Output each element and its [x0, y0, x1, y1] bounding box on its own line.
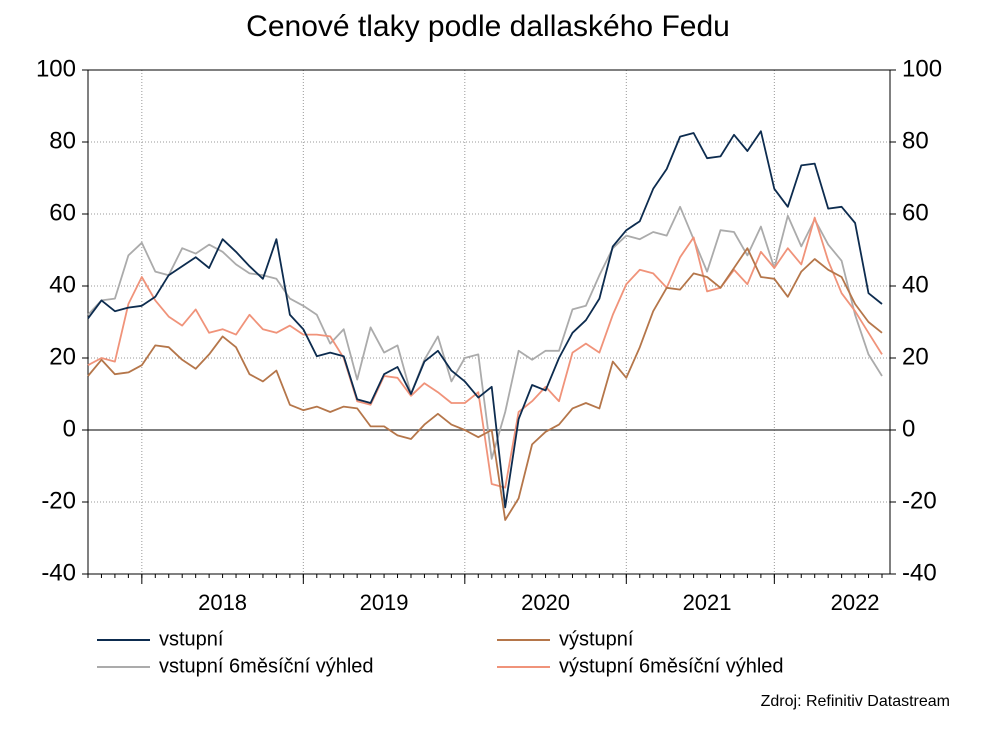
series-line	[87, 130, 883, 509]
plot-frame	[87, 69, 891, 575]
x-tick-label: 2022	[831, 590, 880, 615]
x-tick-label: 2018	[198, 590, 247, 615]
legend-label: vstupní	[159, 628, 224, 650]
series-line	[87, 205, 883, 460]
y2-tick-label: -20	[902, 487, 937, 514]
y-tick-label: 80	[49, 127, 76, 154]
y2-tick-label: 40	[902, 271, 929, 298]
legend-label: výstupní	[559, 628, 634, 650]
x-tick-label: 2020	[521, 590, 570, 615]
chart-title: Cenové tlaky podle dallaského Fedu	[246, 10, 730, 43]
y2-tick-label: 20	[902, 343, 929, 370]
y2-tick-label: 100	[902, 55, 942, 82]
y-tick-label: 60	[49, 199, 76, 226]
series-line	[87, 216, 883, 489]
y-tick-label: 0	[63, 415, 76, 442]
series-line	[87, 247, 883, 521]
y-tick-label: 20	[49, 343, 76, 370]
y2-tick-label: 60	[902, 199, 929, 226]
y2-tick-label: 80	[902, 127, 929, 154]
legend-label: vstupní 6měsíční výhled	[159, 655, 374, 677]
y-tick-label: -20	[41, 487, 76, 514]
x-tick-label: 2021	[683, 590, 732, 615]
legend-label: výstupní 6měsíční výhled	[559, 655, 784, 677]
y2-tick-label: -40	[902, 559, 937, 586]
source: Zdroj: Refinitiv Datastream	[761, 693, 950, 710]
y-tick-label: 40	[49, 271, 76, 298]
y-tick-label: -40	[41, 559, 76, 586]
x-tick-label: 2019	[360, 590, 409, 615]
y-tick-label: 100	[36, 55, 76, 82]
y2-tick-label: 0	[902, 415, 915, 442]
